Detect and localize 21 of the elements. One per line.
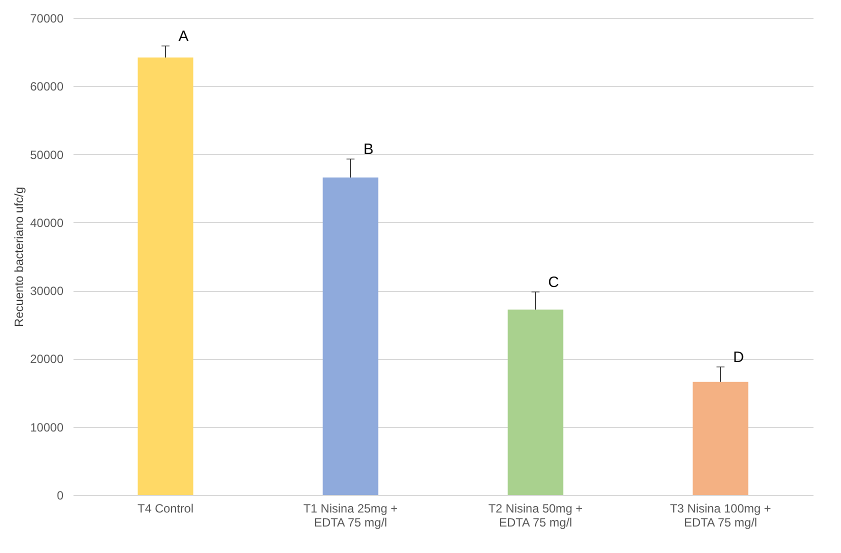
x-tick-label: T3 Nisina 100mg + EDTA 75 mg/l <box>670 502 772 530</box>
y-tick-label: 50000 <box>30 148 64 162</box>
annotation: C <box>548 274 560 291</box>
bar <box>692 382 748 495</box>
x-tick-label: T2 Nisina 50mg + EDTA 75 mg/l <box>488 502 583 530</box>
y-tick-label: 30000 <box>30 284 64 298</box>
y-tick-label: 60000 <box>30 80 64 94</box>
y-tick-label: 20000 <box>30 352 64 366</box>
y-tick-label: 70000 <box>30 12 64 26</box>
bar <box>138 58 194 495</box>
x-tick-label: T1 Nisina 25mg + EDTA 75 mg/l <box>303 502 398 530</box>
annotation: B <box>363 141 374 158</box>
y-tick-label: 40000 <box>30 216 64 230</box>
annotation: D <box>733 348 744 366</box>
y-axis-title: Recuento bacteriano ufc/g <box>12 186 26 328</box>
y-tick-label: 10000 <box>30 420 64 434</box>
bar <box>322 177 378 495</box>
bar <box>508 310 564 495</box>
x-tick-label: T4 Control <box>137 502 194 516</box>
annotation: A <box>178 28 189 45</box>
y-tick-label: 0 <box>56 488 64 502</box>
